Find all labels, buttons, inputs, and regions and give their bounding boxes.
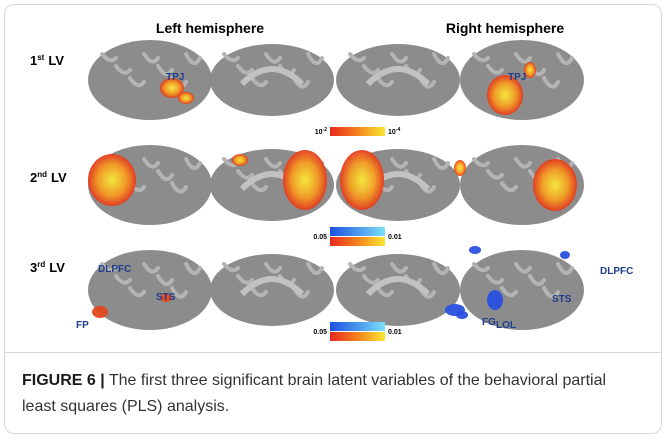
row-sup: rd xyxy=(37,260,45,269)
row-text: LV xyxy=(48,53,64,68)
caption-text: The first three significant brain latent… xyxy=(22,372,606,415)
brain-surfaces xyxy=(88,40,584,330)
region-label: TPJ xyxy=(166,72,184,83)
brain xyxy=(88,40,212,120)
colorbar xyxy=(330,237,385,246)
brain xyxy=(460,250,584,330)
activation xyxy=(178,92,194,104)
region-label: FP xyxy=(76,320,89,331)
colorbar-label: 0.01 xyxy=(388,234,402,241)
header: Right hemisphere xyxy=(446,20,564,36)
activation xyxy=(283,150,327,210)
region-label: TPJ xyxy=(508,72,526,83)
activation xyxy=(469,246,481,254)
row-sup: nd xyxy=(37,170,47,179)
colorbar xyxy=(330,127,385,136)
activation xyxy=(88,154,136,206)
activation xyxy=(456,311,468,319)
region-label: DLPFC xyxy=(600,266,633,277)
colorbar xyxy=(330,227,385,236)
brain xyxy=(336,254,460,326)
figure: Left hemisphere Right hemisphere 1st LV 2… xyxy=(0,0,668,352)
colorbar-label: 0.05 xyxy=(313,234,327,241)
colorbar-label: 10-2 xyxy=(315,127,327,136)
colorbar xyxy=(330,322,385,331)
region-label: STS xyxy=(156,292,176,303)
divider xyxy=(4,352,662,353)
header: Left hemisphere xyxy=(156,20,264,36)
row-num: 1 xyxy=(30,53,37,68)
row-num: 3 xyxy=(30,260,37,275)
row-text: LV xyxy=(51,170,67,185)
region-label: LOL xyxy=(496,320,516,331)
region-label: FG xyxy=(482,317,496,328)
activation xyxy=(487,290,503,310)
row-sup: st xyxy=(37,53,44,62)
row-num: 2 xyxy=(30,170,37,185)
colorbar-label: 0.01 xyxy=(388,329,402,336)
row-label: 1st LV xyxy=(30,53,64,68)
activation xyxy=(340,150,384,210)
row-label: 3rd LV xyxy=(30,260,65,275)
caption-label: FIGURE 6 | xyxy=(22,372,105,389)
activation xyxy=(232,154,248,166)
brain xyxy=(210,44,334,116)
brain xyxy=(210,254,334,326)
brain xyxy=(88,250,212,330)
activation xyxy=(92,306,108,318)
colorbar xyxy=(330,332,385,341)
brain xyxy=(336,44,460,116)
colorbar-label: 10-4 xyxy=(388,127,400,136)
colorbar-label: 0.05 xyxy=(313,329,327,336)
region-label: DLPFC xyxy=(98,264,131,275)
caption: FIGURE 6 | The first three significant b… xyxy=(22,368,642,420)
activation xyxy=(454,160,466,176)
activation xyxy=(560,251,570,259)
activation xyxy=(533,159,577,211)
row-label: 2nd LV xyxy=(30,170,67,185)
row-text: LV xyxy=(49,260,65,275)
region-label: STS xyxy=(552,294,572,305)
